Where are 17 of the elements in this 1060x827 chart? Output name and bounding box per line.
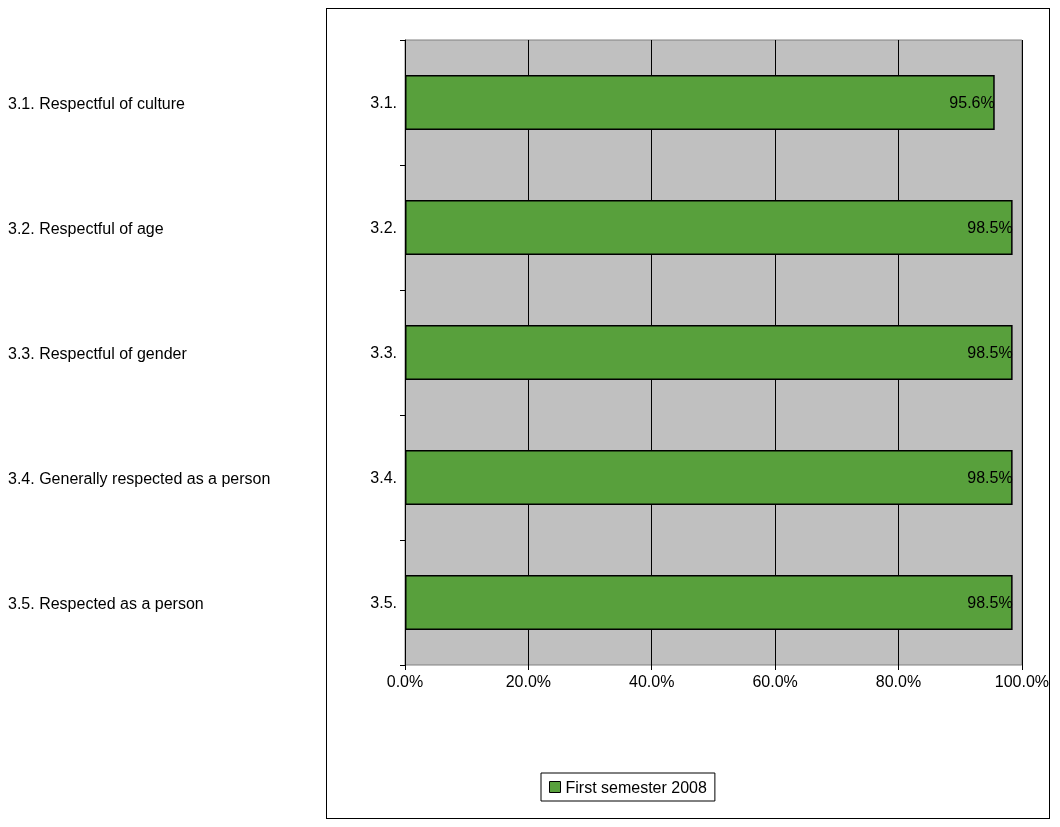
y-tick-label: 3.3. (370, 344, 397, 361)
x-tick-label: 0.0% (386, 672, 424, 690)
text: 3.3. Respectful of gender (8, 345, 188, 362)
y-tick-label: 3.2. (370, 219, 397, 236)
x-tick-label: 80.0% (875, 672, 922, 690)
y-tick-label: 3.1. (370, 94, 397, 111)
text: 3.1. Respectful of culture (8, 95, 186, 112)
x-tick-label: 100.0% (994, 672, 1049, 690)
text: 3.4. Generally respected as a person (8, 470, 271, 487)
x-tick-label: 20.0% (505, 672, 552, 690)
y-tick-label: 3.5. (370, 594, 397, 611)
x-tick-label: 60.0% (752, 672, 798, 690)
text: 3.2. Respectful of age (8, 220, 164, 237)
text: 3.5. Respected as a person (8, 595, 204, 612)
y-tick-label: 3.4. (370, 469, 397, 486)
legend-label: First semester 2008 (565, 778, 707, 796)
x-tick-label: 40.0% (629, 672, 675, 690)
